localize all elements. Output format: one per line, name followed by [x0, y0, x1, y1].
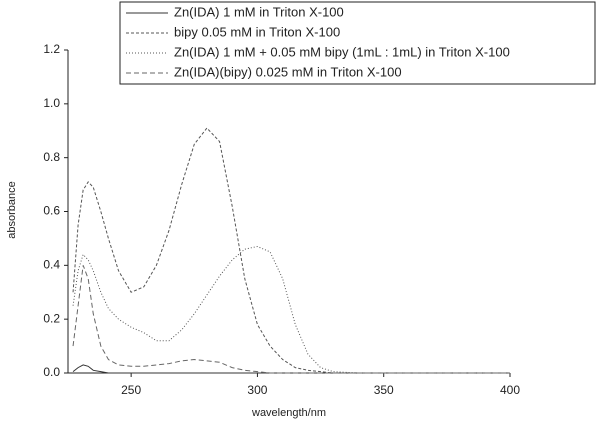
legend-label: bipy 0.05 mM in Triton X-100	[174, 24, 340, 39]
series-line	[72, 127, 510, 374]
x-tick-label: 250	[121, 383, 141, 397]
legend-label: Zn(IDA) 1 mM + 0.05 mM bipy (1mL : 1mL) …	[174, 44, 510, 59]
y-tick-label: 0.6	[43, 204, 60, 218]
series-line	[72, 245, 510, 374]
y-tick-label: 1.2	[43, 42, 60, 56]
x-tick-label: 400	[500, 383, 520, 397]
x-tick-label: 350	[374, 383, 394, 397]
y-tick-label: 0.2	[43, 311, 60, 325]
y-tick-label: 0.4	[43, 258, 60, 272]
series-line	[72, 265, 510, 374]
y-tick-label: 1.0	[43, 96, 60, 110]
legend-box	[119, 1, 596, 85]
legend-label: Zn(IDA) 1 mM in Triton X-100	[174, 4, 344, 19]
y-tick-label: 0.0	[43, 365, 60, 379]
x-tick-label: 300	[247, 383, 267, 397]
y-axis-title: absorbance	[6, 181, 18, 239]
series-line	[72, 364, 510, 374]
x-axis-title: wavelength/nm	[251, 407, 326, 419]
y-tick-label: 0.8	[43, 150, 60, 164]
legend-label: Zn(IDA)(bipy) 0.025 mM in Triton X-100	[174, 64, 402, 79]
